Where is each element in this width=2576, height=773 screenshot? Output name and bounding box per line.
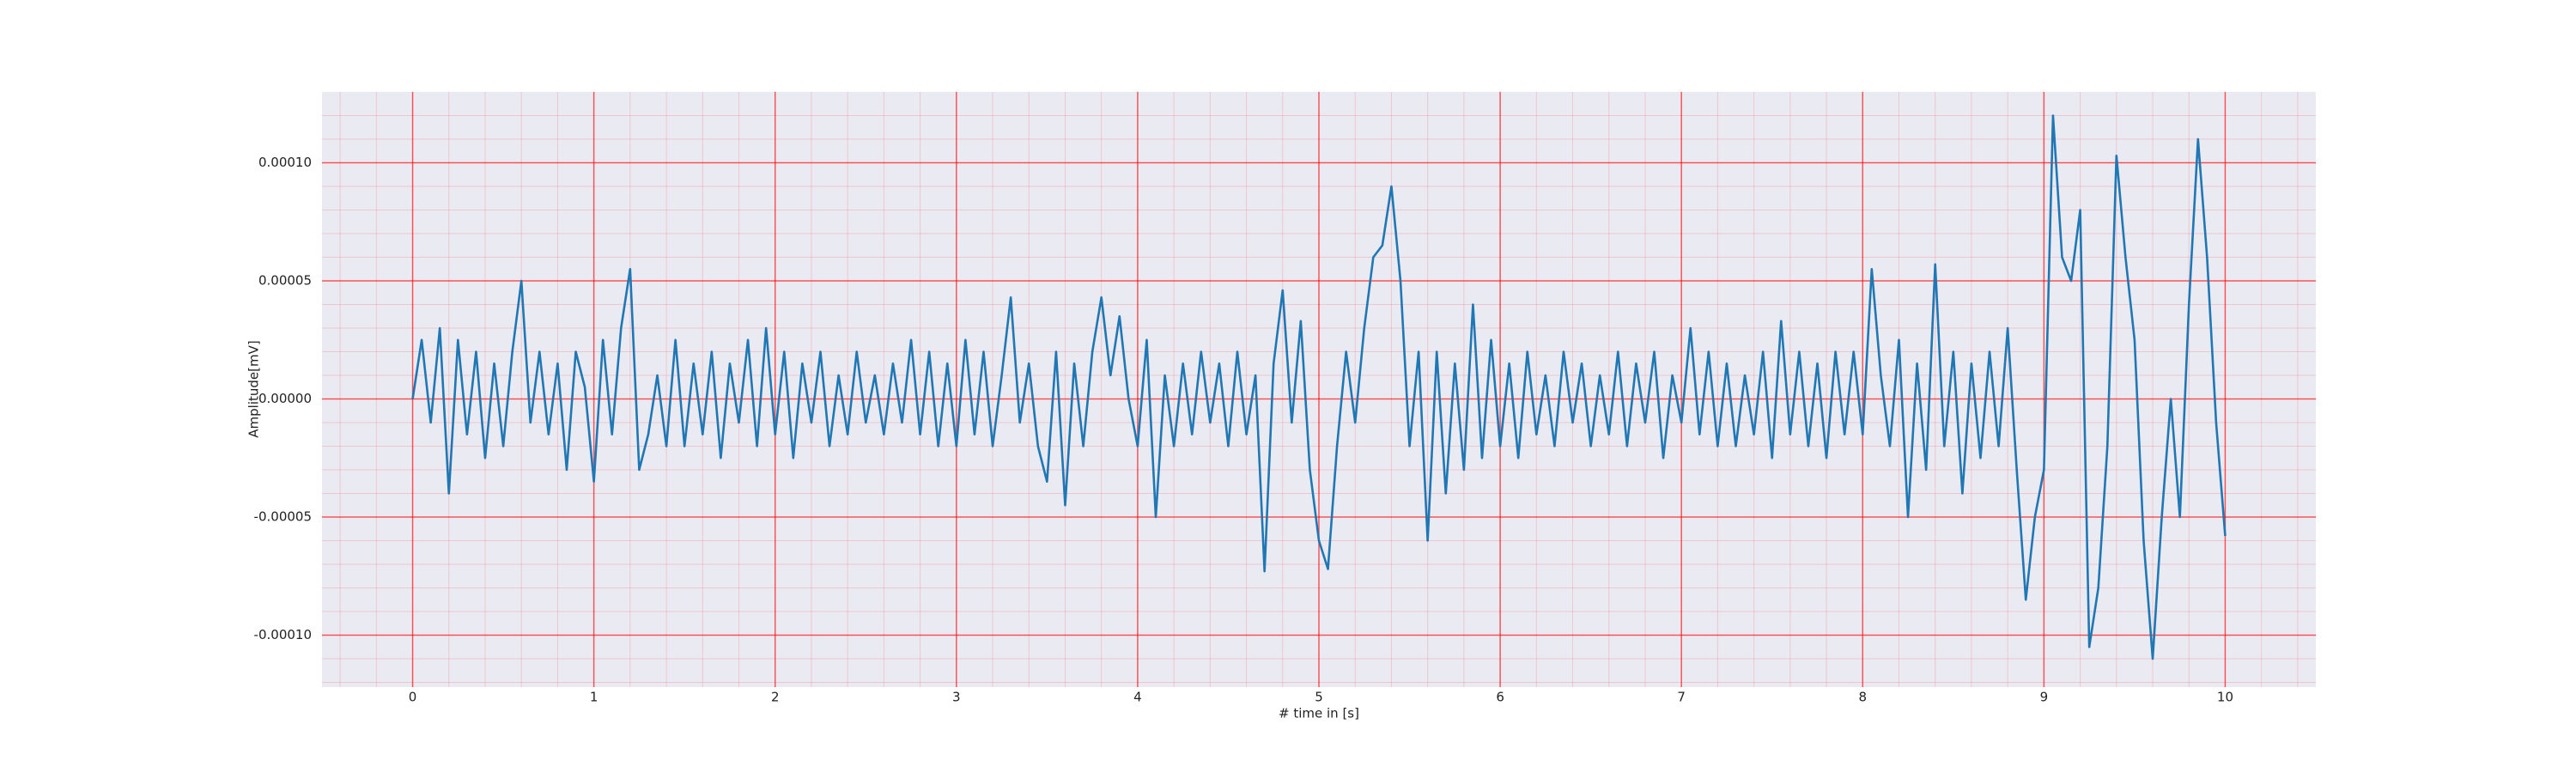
x-tick-label: 1: [590, 690, 598, 705]
x-tick-label: 4: [1133, 690, 1142, 705]
x-tick-label: 7: [1677, 690, 1686, 705]
x-tick-label: 10: [2217, 690, 2233, 705]
x-tick-label: 5: [1315, 690, 1323, 705]
x-tick-label: 3: [952, 690, 961, 705]
y-tick-label: -0.00010: [254, 627, 312, 642]
x-tick-label: 2: [771, 690, 780, 705]
y-tick-label: 0.00005: [258, 273, 312, 289]
x-tick-label: 6: [1496, 690, 1504, 705]
x-axis-label: # time in [s]: [1279, 706, 1359, 721]
x-tick-label: 0: [409, 690, 417, 705]
y-tick-label: 0.00010: [258, 155, 312, 170]
x-tick-label: 8: [1858, 690, 1867, 705]
y-axis-label: Amplitude[mV]: [246, 340, 262, 437]
y-tick-label: -0.00005: [254, 509, 312, 525]
y-tick-label: 0.00000: [258, 391, 312, 406]
x-tick-label: 9: [2040, 690, 2049, 705]
signal-line: [411, 114, 2227, 660]
